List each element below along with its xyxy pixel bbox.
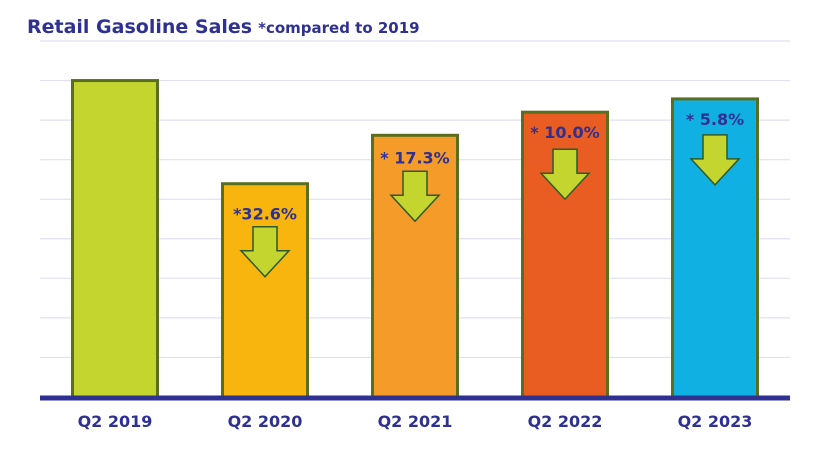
- x-tick-label: Q2 2021: [378, 412, 453, 431]
- change-label: *32.6%: [233, 205, 297, 224]
- down-arrow-icon: [539, 148, 591, 201]
- chart-title: Retail Gasoline Sales *compared to 2019: [27, 16, 420, 38]
- chart-title-main: Retail Gasoline Sales: [27, 16, 252, 38]
- bar-q2-2019: [71, 79, 159, 399]
- down-arrow-icon: [689, 134, 741, 187]
- x-tick-label: Q2 2022: [528, 412, 603, 431]
- x-tick-label: Q2 2023: [678, 412, 753, 431]
- down-arrow-icon: [389, 170, 441, 223]
- bar-q2-2023: [671, 97, 759, 399]
- change-label: * 17.3%: [380, 148, 449, 167]
- change-label: * 10.0%: [530, 123, 599, 142]
- change-label: * 5.8%: [686, 110, 744, 129]
- x-axis-labels: Q2 2019 Q2 2020 Q2 2021 Q2 2022 Q2 2023: [78, 412, 753, 431]
- x-tick-label: Q2 2019: [78, 412, 153, 431]
- x-tick-label: Q2 2020: [228, 412, 303, 431]
- down-arrow-icon: [239, 225, 291, 278]
- bars: *32.6% * 17.3% * 10.0% * 5.8%: [71, 79, 759, 399]
- bar-q2-2021: [371, 133, 459, 399]
- chart-subtitle: *compared to 2019: [258, 19, 420, 37]
